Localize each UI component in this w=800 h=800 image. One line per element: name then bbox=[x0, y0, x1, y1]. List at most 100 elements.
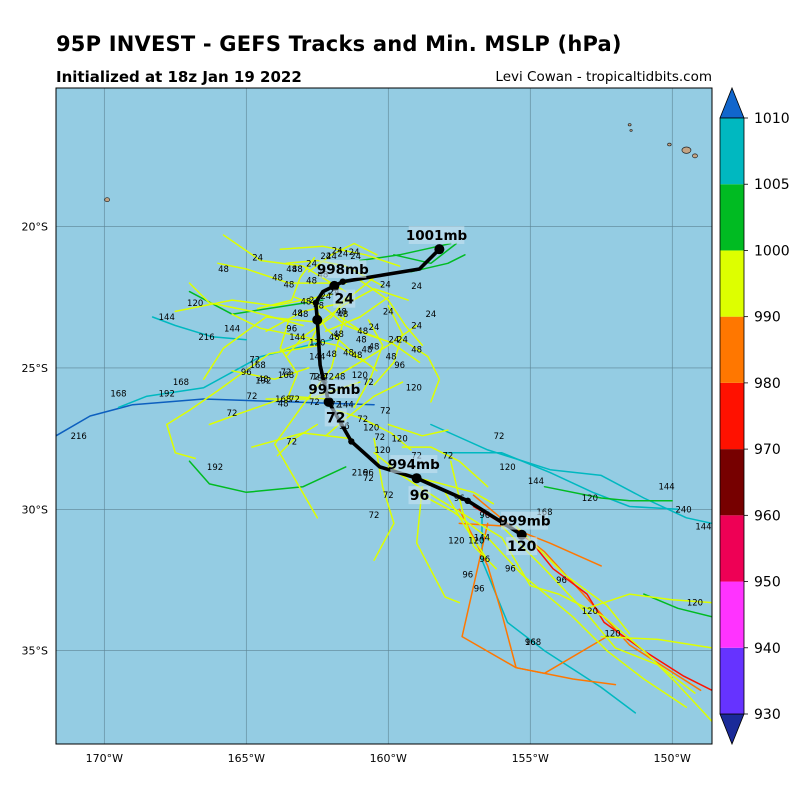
forecast-hour-label: 48 bbox=[336, 307, 347, 317]
forecast-hour-label: 24 bbox=[332, 247, 343, 257]
ensemble-track bbox=[279, 338, 367, 364]
mean-mslp-label: 999mb bbox=[499, 514, 551, 530]
forecast-hour-label: 120 bbox=[187, 299, 203, 309]
y-tick-label: 25°S bbox=[22, 362, 48, 375]
forecast-hour-label: 48 bbox=[300, 297, 311, 307]
mean-mslp-label: 995mb bbox=[308, 382, 360, 398]
ensemble-track bbox=[353, 319, 384, 409]
forecast-hour-label: 72 bbox=[286, 437, 297, 447]
colorbar-segment bbox=[720, 647, 744, 714]
ensemble-track bbox=[387, 423, 449, 437]
ensemble-track bbox=[501, 525, 696, 694]
y-tick-label: 35°S bbox=[22, 645, 48, 658]
forecast-hour-label: 240 bbox=[675, 505, 691, 515]
forecast-hour-label: 72 bbox=[442, 452, 453, 462]
forecast-hour-label: 48 bbox=[278, 399, 289, 409]
mean-hour-label: 120 bbox=[507, 539, 536, 555]
ensemble-track bbox=[217, 262, 347, 284]
forecast-hour-label: 48 bbox=[292, 309, 303, 319]
mean-mslp-label-box bbox=[408, 226, 465, 245]
forecast-hour-label: 48 bbox=[292, 265, 303, 275]
colorbar-frame bbox=[719, 117, 745, 715]
colorbar-segment bbox=[720, 118, 744, 185]
ensemble-track bbox=[515, 525, 631, 635]
x-tick-label: 165°W bbox=[228, 752, 265, 765]
colorbar-segment bbox=[720, 184, 744, 251]
forecast-hour-label: 48 bbox=[362, 346, 373, 356]
forecast-hour-label: 24 bbox=[411, 282, 422, 292]
mean-hour-label: 72 bbox=[326, 410, 345, 426]
ensemble-track bbox=[279, 245, 401, 267]
forecast-hour-label: 96 bbox=[462, 570, 473, 580]
mean-hour-label: 96 bbox=[410, 488, 429, 504]
ensemble-track bbox=[586, 593, 712, 610]
forecast-hour-label: 48 bbox=[306, 276, 317, 286]
island bbox=[667, 142, 672, 147]
forecast-hour-label: 120 bbox=[604, 630, 620, 640]
mean-mslp-label-box bbox=[501, 511, 549, 530]
forecast-hour-label: 144 bbox=[338, 401, 354, 411]
ensemble-track bbox=[256, 256, 316, 310]
forecast-hour-label: 72 bbox=[281, 368, 292, 378]
forecast-hour-label: 48 bbox=[357, 327, 368, 337]
ocean-background bbox=[56, 88, 712, 744]
forecast-hour-label: 48 bbox=[313, 302, 324, 312]
mean-hour-label: 24 bbox=[335, 292, 355, 308]
ensemble-track bbox=[461, 522, 617, 686]
ensemble-track bbox=[231, 367, 310, 380]
ensemble-track bbox=[166, 344, 321, 460]
forecast-hour-label: 192 bbox=[159, 389, 175, 399]
ensemble-track bbox=[359, 279, 424, 347]
forecast-hour-label: 24 bbox=[383, 307, 394, 317]
y-tick-label: 30°S bbox=[22, 503, 48, 516]
colorbar-under-arrow bbox=[719, 713, 745, 746]
forecast-hour-label: 168 bbox=[278, 371, 294, 381]
x-tick-label: 150°W bbox=[654, 752, 691, 765]
forecast-hour-label: 96 bbox=[286, 324, 297, 334]
forecast-hour-label: 48 bbox=[218, 265, 229, 275]
colorbar-segment bbox=[720, 581, 744, 648]
ensemble-track bbox=[325, 381, 404, 437]
colorbar-segment bbox=[720, 515, 744, 582]
ensemble-track bbox=[273, 310, 347, 519]
forecast-hour-label: 144 bbox=[695, 522, 711, 532]
mean-track-point bbox=[312, 299, 320, 307]
forecast-hour-label: 24 bbox=[320, 252, 331, 262]
colorbar-label: 1005 bbox=[754, 177, 790, 193]
forecast-hour-label: 72 bbox=[309, 398, 320, 408]
forecast-hour-label: 144 bbox=[528, 477, 544, 487]
ensemble-track bbox=[56, 398, 375, 437]
mean-track-point bbox=[339, 278, 347, 285]
ensemble-track bbox=[222, 234, 347, 293]
forecast-hour-label: 72 bbox=[383, 491, 394, 501]
forecast-hour-label: 120 bbox=[352, 371, 368, 381]
colorbar-label: 1010 bbox=[754, 111, 790, 127]
island bbox=[627, 123, 632, 127]
forecast-hour-label: 72 bbox=[363, 474, 374, 484]
colorbar-segment bbox=[720, 449, 744, 516]
forecast-hour-label: 48 bbox=[386, 353, 397, 363]
ensemble-track bbox=[415, 485, 461, 604]
ensemble-track bbox=[325, 296, 390, 332]
forecast-hour-label: 144 bbox=[159, 313, 175, 323]
mean-track-point bbox=[464, 497, 471, 505]
x-tick-label: 170°W bbox=[86, 752, 123, 765]
forecast-hour-label: 72 bbox=[227, 409, 238, 419]
forecast-hour-label: 24 bbox=[350, 252, 361, 262]
forecast-hour-label: 24 bbox=[425, 310, 436, 320]
forecast-hour-label: 120 bbox=[448, 536, 464, 546]
x-tick-label: 155°W bbox=[512, 752, 549, 765]
forecast-hour-label: 216 bbox=[71, 432, 87, 442]
mean-track-point bbox=[348, 438, 355, 445]
init-time: Initialized at 18z Jan 19 2022 bbox=[56, 68, 302, 86]
forecast-hour-label: 192 bbox=[255, 377, 271, 387]
ensemble-track bbox=[600, 635, 712, 649]
forecast-hour-label: 96 bbox=[525, 638, 536, 648]
forecast-hour-label: 168 bbox=[110, 389, 126, 399]
forecast-hour-label: 72 bbox=[323, 372, 334, 382]
colorbar-segment bbox=[720, 316, 744, 383]
forecast-hour-label: 96 bbox=[363, 469, 374, 479]
colorbar-label: 960 bbox=[754, 508, 781, 524]
island bbox=[629, 129, 633, 132]
colorbar-label: 980 bbox=[754, 376, 781, 392]
